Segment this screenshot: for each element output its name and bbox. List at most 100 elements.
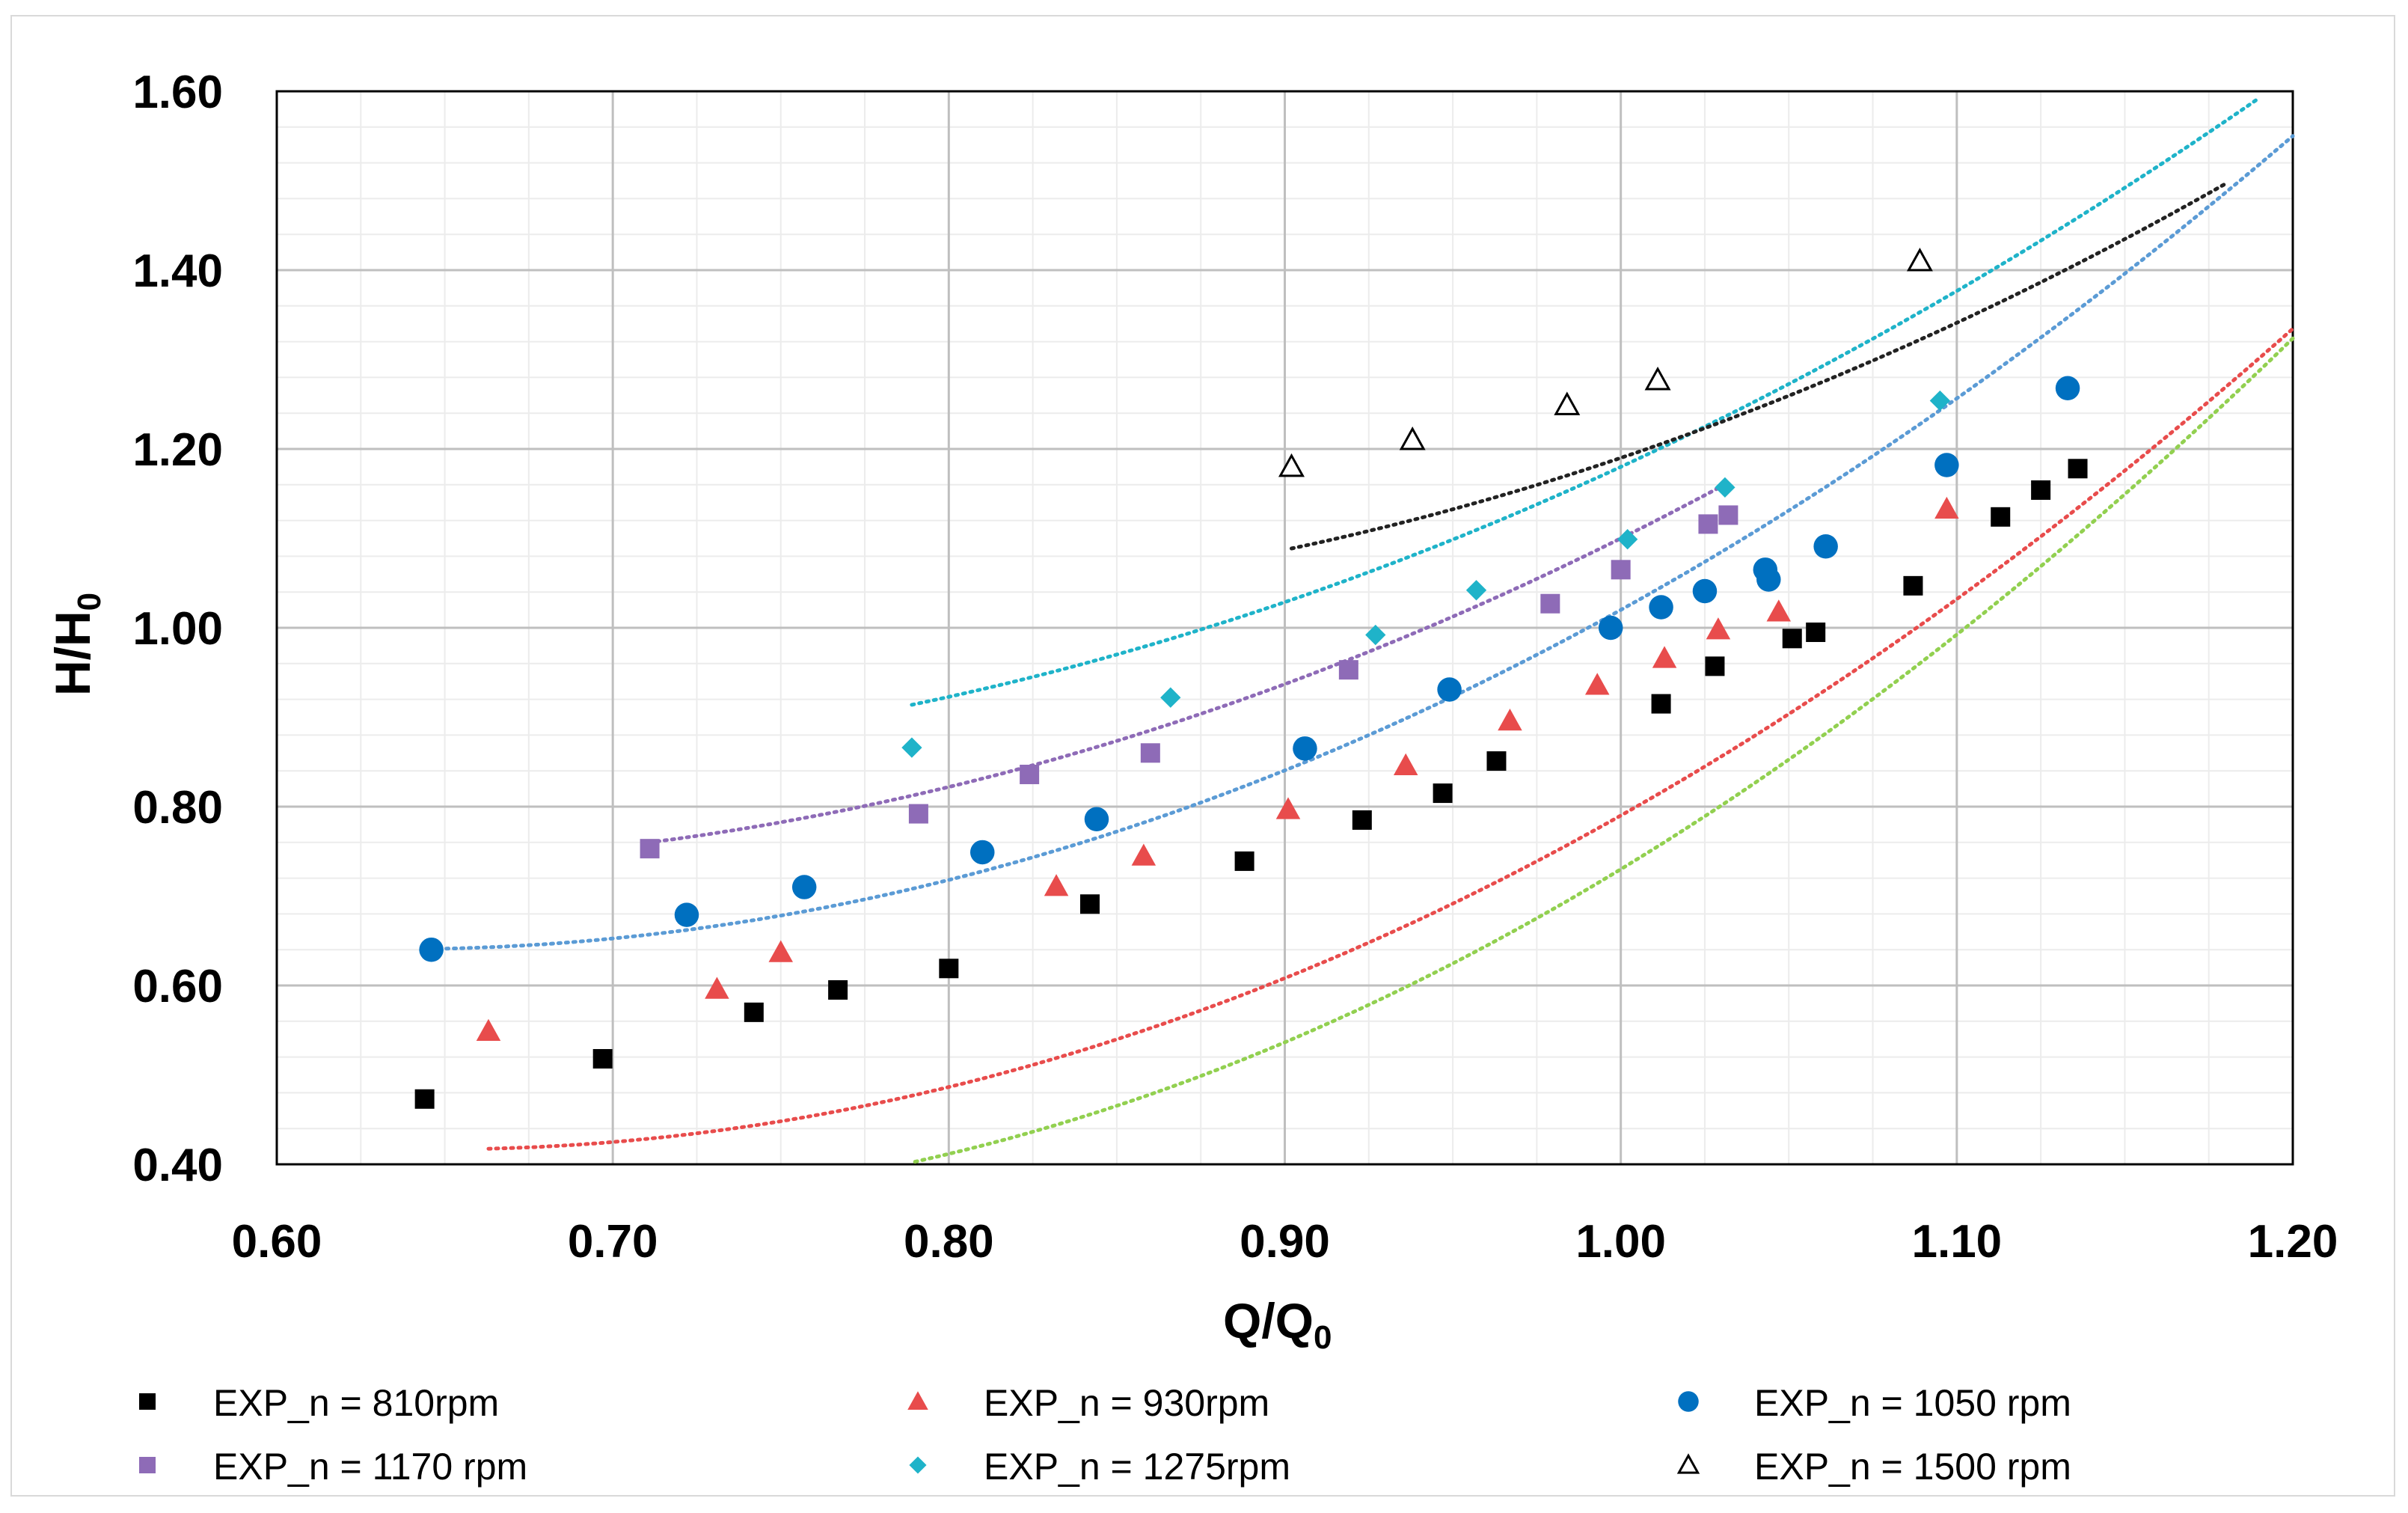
- legend-label: EXP_n = 930rpm: [984, 1382, 1269, 1424]
- data-point-series-1: [592, 1048, 613, 1069]
- data-point-series-5: [1365, 624, 1386, 646]
- y-tick-label: 0.40: [132, 1140, 223, 1191]
- data-point-series-2: [1131, 843, 1156, 866]
- legend-marker: [907, 1391, 928, 1410]
- x-tick-label: 1.10: [1911, 1216, 2002, 1268]
- data-point-series-5: [901, 737, 922, 758]
- y-tick-label: 0.60: [132, 961, 223, 1012]
- plot-border: [275, 90, 2294, 1166]
- trendline-series-5: [910, 97, 2261, 707]
- data-point-series-5: [1465, 580, 1487, 601]
- legend-item: EXP_n = 1050 rpm: [1678, 1382, 2071, 1424]
- data-point-series-3: [1598, 615, 1623, 641]
- data-point-series-1: [414, 1089, 435, 1109]
- data-point-series-1: [1782, 629, 1802, 649]
- x-tick-label: 0.80: [904, 1216, 994, 1268]
- x-tick-label: 0.90: [1240, 1216, 1330, 1268]
- data-point-series-3: [1934, 453, 1959, 477]
- trendline-series-4: [648, 480, 1730, 845]
- data-point-series-1: [1651, 694, 1671, 714]
- data-point-series-2: [1584, 673, 1610, 695]
- data-point-series-2: [476, 1018, 501, 1041]
- data-point-series-6: [1554, 391, 1581, 415]
- data-point-series-3: [1649, 595, 1673, 620]
- y-tick-labels: 0.40 0.60 0.80 1.00 1.20 1.40 1.60: [132, 67, 223, 1191]
- trendlines: [429, 97, 2295, 1164]
- data-point-series-3: [2055, 376, 2080, 400]
- y-tick-label: 0.80: [132, 782, 223, 834]
- data-point-series-2: [1652, 646, 1677, 668]
- data-point-series-5: [1160, 687, 1181, 708]
- x-axis-title: Q/Q0: [1223, 1293, 1332, 1356]
- data-point-series-3: [1692, 578, 1718, 604]
- data-point-series-2: [1044, 874, 1069, 896]
- trendline-series-1: [913, 336, 2295, 1164]
- data-points: [414, 248, 2088, 1109]
- x-axis-title-sub: 0: [1314, 1319, 1332, 1356]
- data-point-series-1: [1806, 622, 1826, 642]
- data-point-series-6: [1644, 366, 1671, 391]
- x-axis-title-main: Q/Q: [1223, 1293, 1314, 1348]
- data-point-series-3: [1813, 534, 1838, 559]
- legend-marker: [139, 1393, 156, 1410]
- trendline-series-2: [486, 326, 2295, 1151]
- x-tick-label: 1.20: [2248, 1216, 2338, 1268]
- y-tick-label: 1.00: [132, 603, 223, 655]
- legend-marker: [1676, 1453, 1700, 1474]
- data-point-series-3: [419, 937, 444, 962]
- data-point-series-2: [1275, 797, 1301, 819]
- data-point-series-1: [1079, 894, 1100, 914]
- data-point-series-2: [1706, 617, 1731, 640]
- data-point-series-1: [1352, 810, 1372, 830]
- data-point-series-3: [1293, 736, 1317, 761]
- legend-item: EXP_n = 1500 rpm: [1676, 1446, 2071, 1488]
- data-point-series-1: [1903, 575, 1923, 596]
- data-point-series-2: [1766, 599, 1792, 622]
- data-point-series-1: [744, 1002, 764, 1022]
- legend-label: EXP_n = 1500 rpm: [1754, 1446, 2071, 1488]
- y-axis-title: H/H0: [45, 593, 108, 696]
- data-point-series-2: [768, 940, 793, 962]
- data-point-series-5: [1929, 390, 1951, 412]
- x-tick-labels: 0.60 0.70 0.80 0.90 1.00 1.10 1.20: [232, 1216, 2338, 1268]
- legend-item: EXP_n = 1275rpm: [909, 1446, 1290, 1488]
- legend-item: EXP_n = 810rpm: [139, 1382, 499, 1424]
- legend: EXP_n = 810rpm EXP_n = 930rpm EXP_n = 1050…: [139, 1382, 2071, 1488]
- legend-item: EXP_n = 1170 rpm: [139, 1446, 527, 1488]
- chart-frame: [10, 15, 2395, 1497]
- data-point-series-4: [1718, 505, 1738, 525]
- x-tick-label: 1.00: [1575, 1216, 1666, 1268]
- y-axis-title-main: H/H: [45, 611, 100, 696]
- data-point-series-6: [1906, 248, 1933, 272]
- y-tick-label: 1.40: [132, 245, 223, 297]
- trendline-series-3: [429, 134, 2295, 951]
- data-point-series-6: [1278, 453, 1305, 477]
- data-point-series-2: [1498, 709, 1522, 731]
- data-point-series-4: [1698, 514, 1718, 534]
- data-point-series-2: [705, 976, 729, 999]
- data-point-series-1: [1486, 751, 1507, 771]
- data-point-series-1: [2031, 480, 2051, 500]
- data-point-series-5: [1617, 529, 1638, 550]
- data-point-series-1: [939, 959, 959, 979]
- data-point-series-4: [640, 839, 660, 859]
- data-point-series-4: [1611, 560, 1631, 580]
- legend-marker: [139, 1457, 156, 1473]
- data-point-series-4: [1540, 593, 1560, 614]
- data-point-series-2: [1393, 753, 1418, 776]
- data-point-series-4: [1140, 743, 1160, 763]
- data-point-series-3: [970, 840, 995, 865]
- data-point-series-3: [1756, 567, 1781, 592]
- data-point-series-3: [674, 902, 699, 927]
- data-point-series-5: [1715, 477, 1735, 498]
- y-tick-label: 1.20: [132, 424, 223, 476]
- legend-marker: [1678, 1391, 1699, 1412]
- legend-label: EXP_n = 810rpm: [213, 1382, 499, 1424]
- data-point-series-1: [828, 979, 848, 1000]
- data-point-series-4: [1020, 764, 1040, 784]
- data-point-series-1: [2068, 459, 2088, 479]
- data-point-series-4: [1338, 660, 1358, 680]
- y-axis-title-sub: 0: [71, 593, 108, 611]
- data-point-series-1: [1705, 656, 1725, 676]
